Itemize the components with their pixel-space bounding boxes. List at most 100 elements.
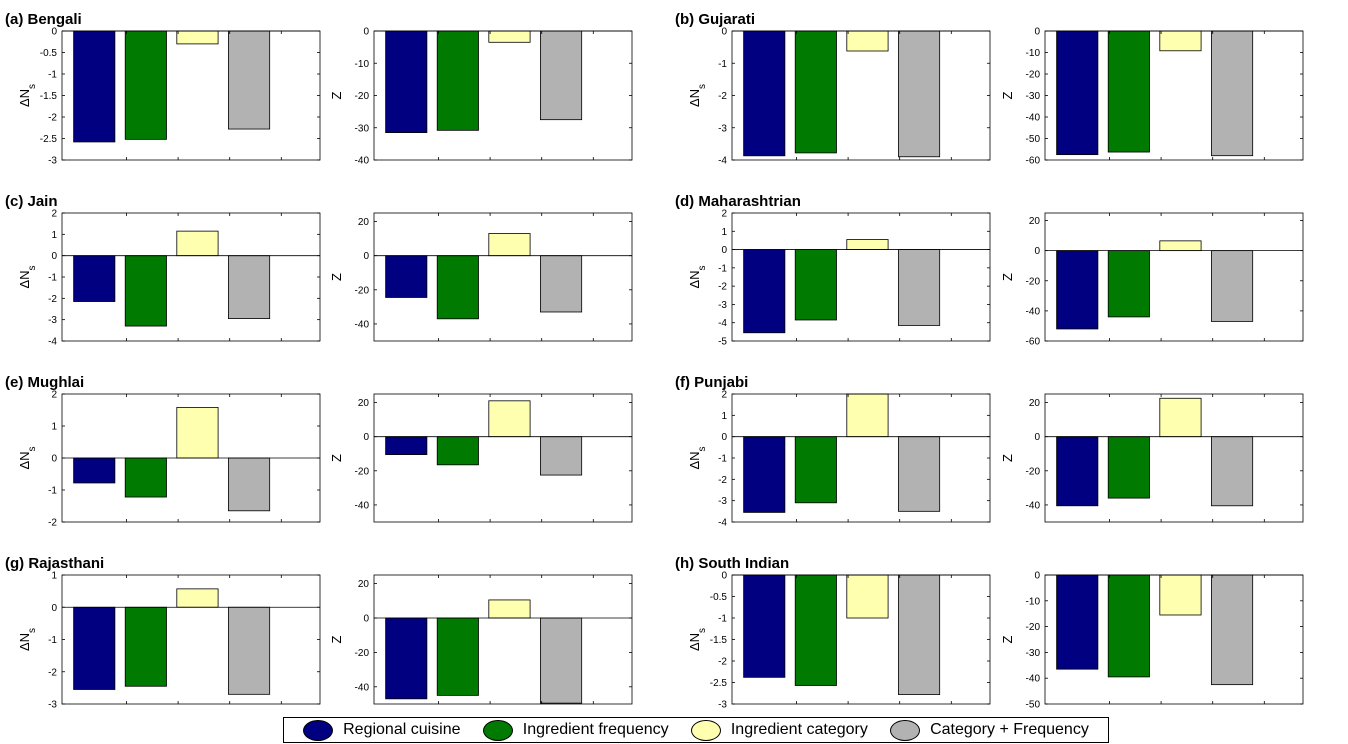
y-tick-label: 1 <box>51 230 57 241</box>
bar-ingredient-category <box>176 407 219 459</box>
legend-item-ingredient-frequency: Ingredient frequency <box>482 719 669 741</box>
bar-category-frequency <box>1211 30 1254 157</box>
bar-ingredient-category <box>1159 397 1202 438</box>
panel-title: (c) Jain <box>5 193 58 210</box>
y-tick-label: -5 <box>718 337 727 348</box>
bar-regional-cuisine <box>385 436 428 455</box>
y-axis-label: ΔNs <box>687 265 708 288</box>
y-tick-label: -2 <box>48 667 57 678</box>
y-axis-label: ΔNs <box>17 628 38 651</box>
bar-ingredient-category <box>176 588 219 608</box>
panel-title: (e) Mughlai <box>5 374 84 391</box>
bar-regional-cuisine <box>73 606 116 690</box>
y-tick-label: 0 <box>51 603 57 614</box>
panel-title: (a) Bengali <box>5 11 82 28</box>
y-tick-label: -1.5 <box>710 635 728 646</box>
y-tick-label: -4 <box>718 318 727 329</box>
bar-ingredient-category <box>1159 240 1202 252</box>
plot-frame <box>373 212 633 342</box>
y-tick-label: 20 <box>358 579 370 590</box>
legend-swatch-frequency <box>482 719 513 741</box>
y-tick-label: -3 <box>48 315 57 326</box>
legend-label: Category + Frequency <box>930 721 1089 738</box>
y-axis-label: Z <box>329 273 344 281</box>
y-axis-label: ΔNs <box>687 84 708 107</box>
y-tick-label: 20 <box>1029 216 1041 227</box>
y-axis-label: ΔNs <box>687 446 708 469</box>
y-tick-label: -1 <box>718 614 727 625</box>
y-tick-label: -2 <box>718 282 727 293</box>
y-tick-label: -40 <box>1026 674 1041 685</box>
legend-label: Regional cuisine <box>343 721 461 738</box>
y-tick-label: -20 <box>355 466 370 477</box>
y-axis-label: Z <box>329 91 344 99</box>
bar-regional-cuisine <box>743 574 786 678</box>
y-tick-label: -60 <box>1026 156 1041 167</box>
bar-category-frequency <box>898 574 941 695</box>
y-tick-label: -40 <box>1026 500 1041 511</box>
y-tick-label: -3 <box>718 700 727 711</box>
plot-frame <box>1044 393 1304 523</box>
y-tick-label: 2 <box>721 390 727 401</box>
plot-frame <box>1044 212 1304 342</box>
y-tick-label: -20 <box>355 91 370 102</box>
bar-ingredient-frequency <box>436 30 479 131</box>
y-tick-label: -40 <box>1026 113 1041 124</box>
y-axis-label: Z <box>329 454 344 462</box>
y-tick-label: -1 <box>48 70 57 81</box>
y-tick-label: -1 <box>718 59 727 70</box>
y-axis-label: Z <box>1000 91 1015 99</box>
y-tick-label: -4 <box>718 156 727 167</box>
plot-frame <box>373 393 633 523</box>
panel-title: (d) Maharashtrian <box>675 193 801 210</box>
y-tick-label: 20 <box>358 217 370 228</box>
y-tick-label: 0 <box>721 27 727 38</box>
y-tick-label: 0 <box>1034 27 1040 38</box>
bar-ingredient-category <box>1159 30 1202 52</box>
y-axis-label: Z <box>329 635 344 643</box>
y-tick-label: -1 <box>718 454 727 465</box>
y-tick-label: -20 <box>355 648 370 659</box>
bar-category-frequency <box>540 436 583 476</box>
y-tick-label: -2 <box>48 294 57 305</box>
legend: Regional cuisine Ingredient frequency In… <box>283 717 1109 743</box>
y-tick-label: -30 <box>1026 648 1041 659</box>
bar-regional-cuisine <box>743 436 786 513</box>
bar-ingredient-frequency <box>124 457 167 498</box>
plot-frame <box>731 212 991 342</box>
bar-category-frequency <box>540 30 583 121</box>
bar-ingredient-category <box>488 599 531 619</box>
y-tick-label: -40 <box>355 156 370 167</box>
bar-ingredient-frequency <box>1107 30 1150 153</box>
y-tick-label: -4 <box>48 337 57 348</box>
bar-ingredient-frequency <box>436 617 479 696</box>
bar-regional-cuisine <box>1056 30 1099 156</box>
y-tick-label: -50 <box>1026 700 1041 711</box>
y-tick-label: -40 <box>355 319 370 330</box>
y-tick-label: -3 <box>718 300 727 311</box>
bar-regional-cuisine <box>1056 250 1099 330</box>
y-axis-label: ΔNs <box>687 628 708 651</box>
y-tick-label: -2.5 <box>40 134 58 145</box>
y-tick-label: -2 <box>718 91 727 102</box>
y-tick-label: -10 <box>355 59 370 70</box>
y-tick-label: 0 <box>363 432 369 443</box>
y-tick-label: -20 <box>355 285 370 296</box>
y-tick-label: 0 <box>1034 246 1040 257</box>
bar-category-frequency <box>898 30 941 158</box>
bar-ingredient-category <box>488 30 531 43</box>
bar-ingredient-frequency <box>1107 250 1150 318</box>
y-tick-label: 0 <box>1034 571 1040 582</box>
y-tick-label: -3 <box>718 123 727 134</box>
y-axis-label: ΔNs <box>17 84 38 107</box>
bar-ingredient-frequency <box>124 30 167 140</box>
y-tick-label: -20 <box>1026 466 1041 477</box>
bar-ingredient-category <box>176 230 219 257</box>
y-axis-label: Z <box>1000 454 1015 462</box>
y-tick-label: 0 <box>1034 432 1040 443</box>
bar-ingredient-frequency <box>1107 436 1150 499</box>
bar-ingredient-category <box>846 574 889 619</box>
y-tick-label: 0 <box>721 245 727 256</box>
y-tick-label: -0.5 <box>40 48 58 59</box>
bar-category-frequency <box>228 606 271 695</box>
